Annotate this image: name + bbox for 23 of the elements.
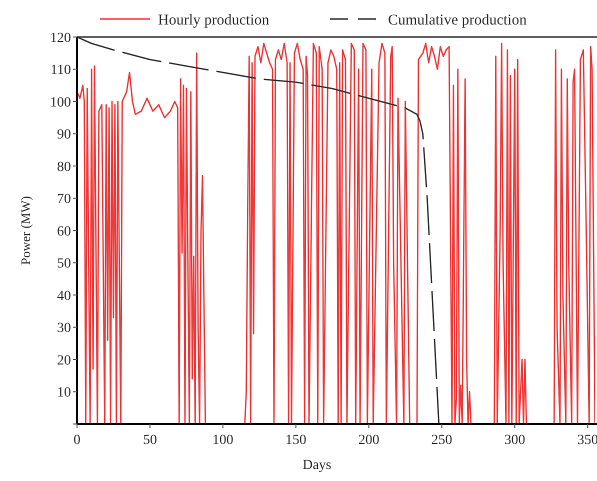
x-tick-label: 250 xyxy=(431,433,452,448)
y-tick-label: 40 xyxy=(57,288,71,304)
y-tick-label: 60 xyxy=(57,224,71,240)
y-tick-label: 80 xyxy=(57,160,71,175)
y-tick-label: 120 xyxy=(50,30,71,46)
y-tick-label: 90 xyxy=(57,128,71,143)
y-tick-label: 10 xyxy=(57,386,71,401)
x-tick-label: 300 xyxy=(504,433,526,448)
y-tick-label: 50 xyxy=(57,256,71,272)
y-axis-title: Power (MW) xyxy=(18,196,33,265)
x-tick-label: 50 xyxy=(142,433,157,448)
x-tick-label: 0 xyxy=(74,433,80,448)
x-tick-label: 200 xyxy=(358,433,380,448)
legend-label: Hourly production xyxy=(158,12,270,28)
y-tick-label: 30 xyxy=(57,321,71,336)
legend-label: Cumulative production xyxy=(388,12,528,28)
x-axis-title: Days xyxy=(302,458,332,473)
y-tick-label: 100 xyxy=(50,95,71,110)
x-tick-label: 150 xyxy=(285,433,306,448)
y-tick-label: 20 xyxy=(57,353,71,368)
y-tick-label: 70 xyxy=(57,192,71,208)
x-tick-label: 100 xyxy=(212,433,234,448)
y-tick-label: 110 xyxy=(50,63,71,78)
